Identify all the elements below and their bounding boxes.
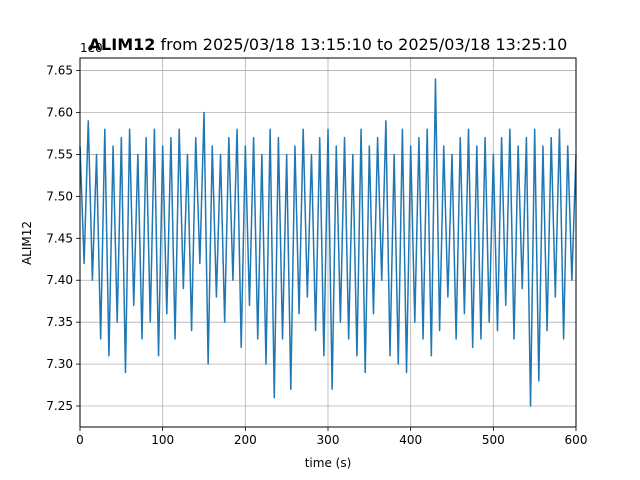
y-tick-label: 7.60 [46,106,73,120]
x-axis-label: time (s) [305,456,352,470]
x-tick-label: 0 [76,433,84,447]
y-tick-label: 7.25 [46,399,73,413]
chart-title: ALIM12 from 2025/03/18 13:15:10 to 2025/… [89,35,568,54]
series-line [79,78,577,407]
y-axis-label: ALIM12 [20,221,34,265]
x-tick-label: 500 [482,433,505,447]
y-tick-label: 7.30 [46,357,73,371]
x-tick-label: 300 [317,433,340,447]
y-tick-label: 7.55 [46,147,73,161]
axis-offset-label: 1e0 [80,41,103,55]
y-tick-label: 7.40 [46,273,73,287]
y-tick-label: 7.35 [46,315,73,329]
series-group [79,78,577,407]
y-tick-label: 7.45 [46,231,73,245]
x-tick-label: 400 [399,433,422,447]
x-tick-label: 600 [565,433,588,447]
x-tick-label: 100 [151,433,174,447]
x-tick-label: 200 [234,433,257,447]
chart-title-bold: ALIM12 [89,35,156,54]
chart-title-rest: from 2025/03/18 13:15:10 to 2025/03/18 1… [155,35,567,54]
y-tick-label: 7.65 [46,64,73,78]
y-axis-ticks: 7.25 7.30 7.35 7.40 7.45 7.50 7.55 7.60 7.65 [46,64,80,413]
x-axis-ticks: 0 100 200 300 400 500 600 [76,427,587,447]
y-tick-label: 7.50 [46,189,73,203]
